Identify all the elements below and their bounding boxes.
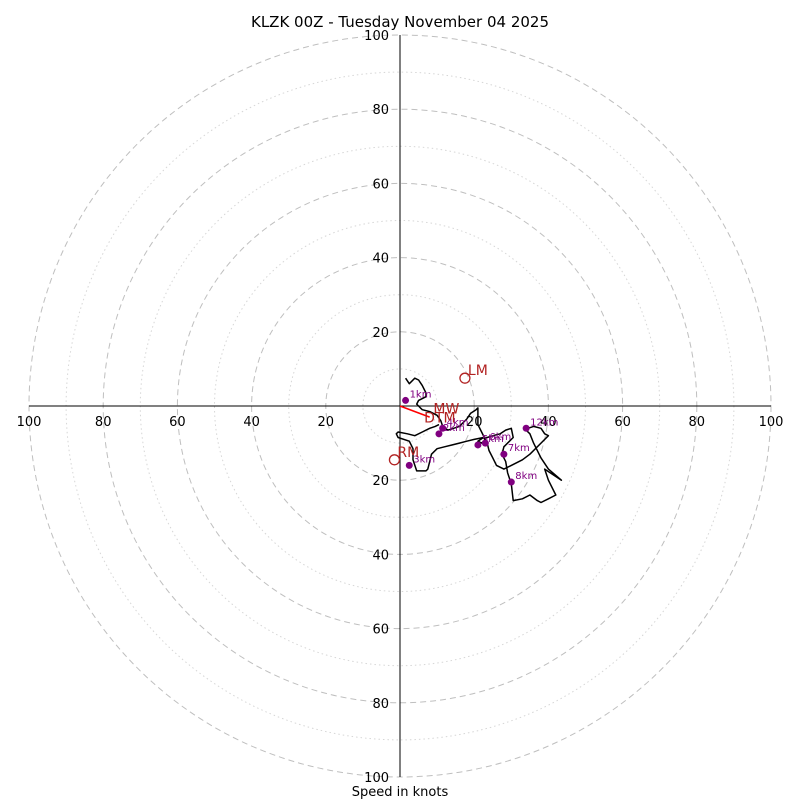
tick-label-left-3: 40: [243, 415, 260, 430]
tick-label-right-4: 100: [759, 415, 784, 430]
shear-vector: [399, 405, 430, 418]
tick-label-up-4: 100: [364, 29, 389, 44]
height-point-8km: [507, 478, 515, 486]
tick-label-down-4: 100: [364, 771, 389, 786]
storm-marker-LM: [459, 372, 471, 384]
tick-label-down-2: 60: [372, 623, 389, 638]
tick-label-down-1: 40: [372, 548, 389, 563]
tick-labels: 100 80 60 40 20 20 40 60 80 100204060801002040608…: [17, 29, 784, 786]
tick-label-down-0: 20: [372, 474, 389, 489]
height-label-12km: 12km: [530, 417, 558, 428]
height-label-1km: 1km: [410, 389, 432, 400]
height-label-4km: 4km: [447, 417, 469, 428]
tick-label-up-0: 20: [372, 326, 389, 341]
tick-label-left-1: 80: [95, 415, 112, 430]
height-point-7km: [500, 450, 508, 458]
storm-marker-RM: [388, 454, 401, 466]
tick-label-left-4: 20: [318, 415, 335, 430]
height-point-4km: [439, 424, 447, 432]
tick-label-right-1: 40: [540, 415, 557, 430]
height-label-8km: 8km: [515, 471, 537, 482]
height-label-7km: 7km: [508, 443, 530, 454]
height-label-6km: 6km: [489, 432, 511, 443]
height-point-2km: [435, 430, 443, 438]
tick-label-down-3: 80: [372, 697, 389, 712]
tick-label-right-3: 80: [689, 415, 706, 430]
shear-vector-line: [399, 405, 430, 418]
x-axis-label: Speed in knots: [352, 785, 449, 800]
height-point-12km: [522, 424, 530, 432]
storm-label-LM: LM: [468, 363, 488, 379]
height-point-3km: [405, 461, 413, 469]
height-label-3km: 3km: [413, 454, 435, 465]
storm-label-RM: RM: [397, 445, 419, 461]
height-label-2km: 2km: [443, 423, 465, 434]
height-point-6km: [481, 439, 489, 447]
chart-title: KLZK 00Z - Tuesday November 04 2025: [251, 13, 549, 31]
tick-label-up-1: 40: [372, 252, 389, 267]
tick-label-up-2: 60: [372, 177, 389, 192]
height-point-1km: [402, 396, 410, 404]
text-marker-DTM: DTM: [424, 411, 455, 427]
tick-label-left-2: 60: [169, 415, 186, 430]
height-point-5km: [474, 441, 482, 449]
tick-label-right-2: 60: [614, 415, 631, 430]
tick-label-left-0: 100: [17, 415, 42, 430]
height-label-5km: 5km: [482, 434, 504, 445]
tick-label-up-3: 80: [372, 103, 389, 118]
text-marker-MW: MW: [433, 401, 459, 417]
